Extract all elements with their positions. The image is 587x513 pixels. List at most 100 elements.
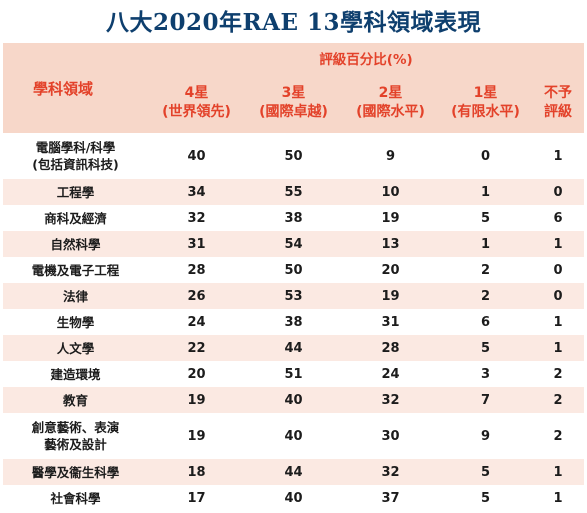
cell-unclassified: 2	[532, 387, 585, 413]
row-subject: 電腦學科/科學 (包括資訊科技)	[3, 133, 148, 179]
cell-2star: 20	[342, 257, 439, 283]
table-row: 電機及電子工程 28 50 20 2 0	[3, 257, 585, 283]
cell-1star: 7	[439, 387, 532, 413]
row-subject: 建造環境	[3, 361, 148, 387]
cell-unclassified: 1	[532, 459, 585, 485]
cell-4star: 19	[148, 413, 245, 459]
cell-3star: 50	[245, 257, 342, 283]
page-title: 八大2020年RAE 13學科領域表現	[105, 9, 482, 36]
row-subject: 社會科學	[3, 485, 148, 511]
cell-4star: 32	[148, 205, 245, 231]
cell-3star: 50	[245, 133, 342, 179]
cell-3star: 40	[245, 387, 342, 413]
table-header: 學科領域 評級百分比(%) 4星 (世界領先) 3星 (國際卓越) 2星 (國際…	[3, 43, 585, 133]
cell-1star: 9	[439, 413, 532, 459]
cell-3star: 54	[245, 231, 342, 257]
cell-3star: 40	[245, 485, 342, 511]
cell-1star: 5	[439, 205, 532, 231]
row-subject: 創意藝術、表演 藝術及設計	[3, 413, 148, 459]
cell-1star: 3	[439, 361, 532, 387]
row-subject: 商科及經濟	[3, 205, 148, 231]
cell-3star: 55	[245, 179, 342, 205]
cell-unclassified: 0	[532, 179, 585, 205]
cell-unclassified: 6	[532, 205, 585, 231]
cell-3star: 53	[245, 283, 342, 309]
rae-table: 學科領域 評級百分比(%) 4星 (世界領先) 3星 (國際卓越) 2星 (國際…	[3, 43, 585, 511]
cell-4star: 22	[148, 335, 245, 361]
cell-2star: 13	[342, 231, 439, 257]
header-col-unclassified: 不予 評級	[532, 73, 585, 133]
table-row: 醫學及衞生科學 18 44 32 5 1	[3, 459, 585, 485]
rae-table-container: 學科領域 評級百分比(%) 4星 (世界領先) 3星 (國際卓越) 2星 (國際…	[3, 43, 585, 511]
table-row: 法律 26 53 19 2 0	[3, 283, 585, 309]
cell-4star: 24	[148, 309, 245, 335]
header-col-4star: 4星 (世界領先)	[148, 73, 245, 133]
cell-4star: 31	[148, 231, 245, 257]
table-row: 創意藝術、表演 藝術及設計 19 40 30 9 2	[3, 413, 585, 459]
header-col-1star: 1星 (有限水平)	[439, 73, 532, 133]
row-subject: 人文學	[3, 335, 148, 361]
row-subject: 法律	[3, 283, 148, 309]
cell-unclassified: 0	[532, 257, 585, 283]
cell-4star: 19	[148, 387, 245, 413]
header-category: 學科領域	[3, 43, 148, 133]
cell-1star: 6	[439, 309, 532, 335]
cell-2star: 28	[342, 335, 439, 361]
row-subject: 生物學	[3, 309, 148, 335]
row-subject: 電機及電子工程	[3, 257, 148, 283]
cell-4star: 26	[148, 283, 245, 309]
cell-1star: 2	[439, 283, 532, 309]
cell-2star: 30	[342, 413, 439, 459]
row-subject: 教育	[3, 387, 148, 413]
cell-4star: 18	[148, 459, 245, 485]
cell-3star: 38	[245, 205, 342, 231]
cell-unclassified: 2	[532, 413, 585, 459]
row-subject: 自然科學	[3, 231, 148, 257]
cell-1star: 5	[439, 459, 532, 485]
cell-1star: 1	[439, 179, 532, 205]
cell-unclassified: 2	[532, 361, 585, 387]
cell-4star: 28	[148, 257, 245, 283]
table-row: 自然科學 31 54 13 1 1	[3, 231, 585, 257]
cell-unclassified: 1	[532, 231, 585, 257]
cell-1star: 5	[439, 335, 532, 361]
row-subject: 醫學及衞生科學	[3, 459, 148, 485]
cell-unclassified: 1	[532, 309, 585, 335]
header-col-3star: 3星 (國際卓越)	[245, 73, 342, 133]
cell-1star: 1	[439, 231, 532, 257]
table-body: 電腦學科/科學 (包括資訊科技) 40 50 9 0 1 工程學 34 55 10 1 0 商科及經濟 32…	[3, 133, 585, 511]
cell-2star: 32	[342, 387, 439, 413]
cell-2star: 19	[342, 283, 439, 309]
cell-2star: 19	[342, 205, 439, 231]
cell-2star: 24	[342, 361, 439, 387]
cell-1star: 2	[439, 257, 532, 283]
cell-4star: 40	[148, 133, 245, 179]
cell-4star: 34	[148, 179, 245, 205]
cell-unclassified: 1	[532, 485, 585, 511]
row-subject: 工程學	[3, 179, 148, 205]
table-row: 生物學 24 38 31 6 1	[3, 309, 585, 335]
cell-3star: 44	[245, 459, 342, 485]
cell-2star: 37	[342, 485, 439, 511]
header-rating-group: 評級百分比(%)	[148, 43, 585, 73]
cell-3star: 44	[245, 335, 342, 361]
cell-1star: 0	[439, 133, 532, 179]
cell-4star: 20	[148, 361, 245, 387]
table-row: 社會科學 17 40 37 5 1	[3, 485, 585, 511]
table-row: 人文學 22 44 28 5 1	[3, 335, 585, 361]
cell-2star: 32	[342, 459, 439, 485]
cell-4star: 17	[148, 485, 245, 511]
table-row: 建造環境 20 51 24 3 2	[3, 361, 585, 387]
cell-3star: 40	[245, 413, 342, 459]
cell-2star: 10	[342, 179, 439, 205]
table-row: 工程學 34 55 10 1 0	[3, 179, 585, 205]
cell-2star: 31	[342, 309, 439, 335]
cell-2star: 9	[342, 133, 439, 179]
cell-unclassified: 1	[532, 133, 585, 179]
cell-3star: 51	[245, 361, 342, 387]
table-row: 電腦學科/科學 (包括資訊科技) 40 50 9 0 1	[3, 133, 585, 179]
table-row: 商科及經濟 32 38 19 5 6	[3, 205, 585, 231]
table-row: 教育 19 40 32 7 2	[3, 387, 585, 413]
header-col-2star: 2星 (國際水平)	[342, 73, 439, 133]
cell-unclassified: 0	[532, 283, 585, 309]
